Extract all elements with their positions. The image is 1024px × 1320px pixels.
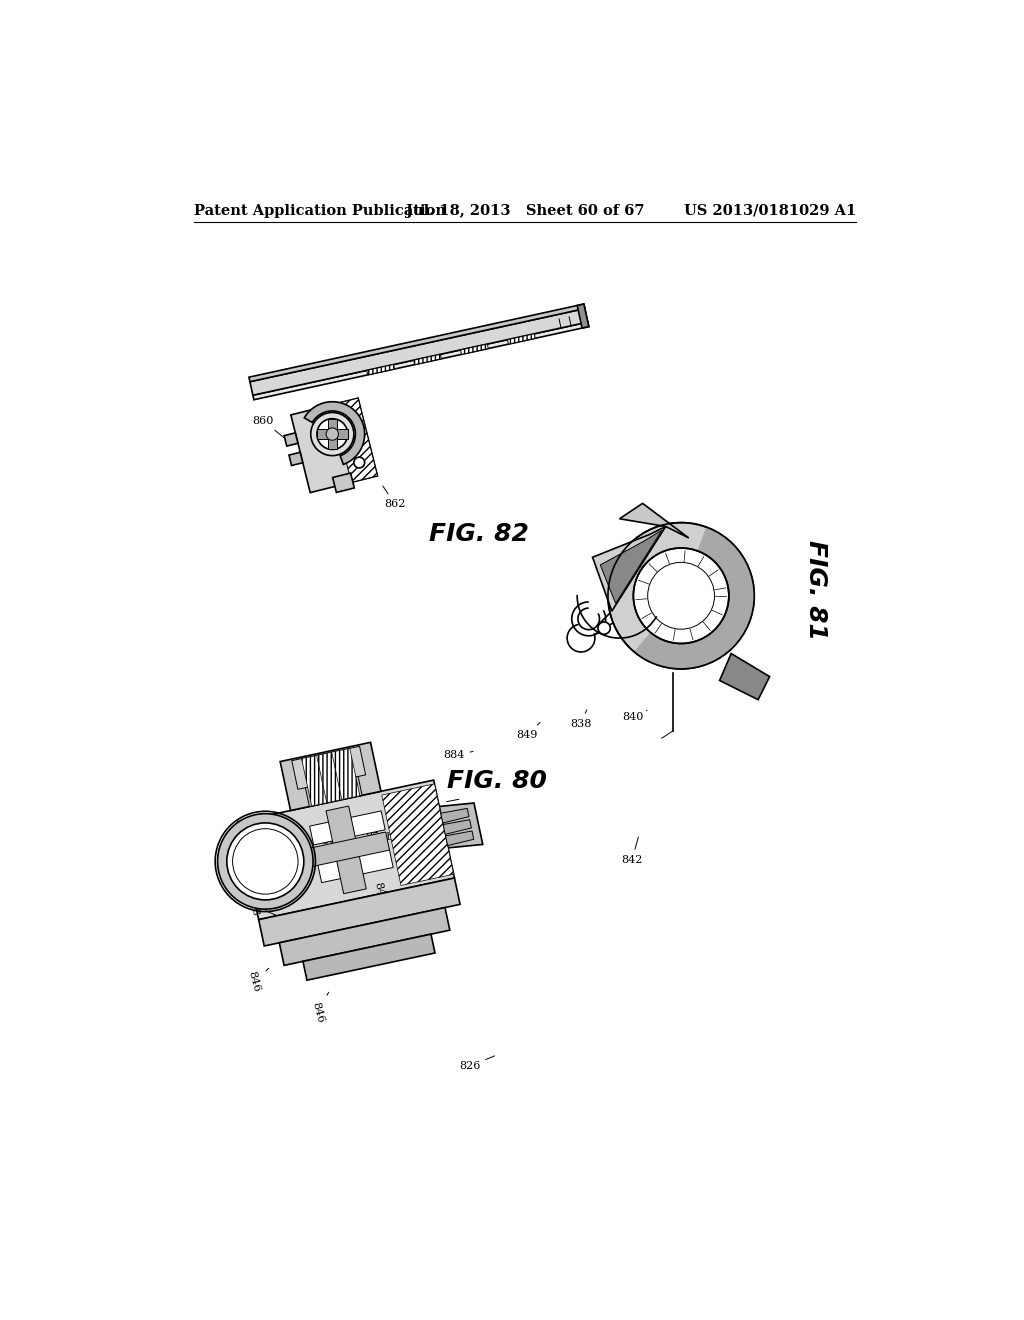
- Text: 849: 849: [516, 722, 540, 739]
- Text: Patent Application Publication: Patent Application Publication: [194, 203, 445, 218]
- Polygon shape: [250, 309, 588, 395]
- Text: 860: 860: [252, 416, 285, 438]
- Polygon shape: [328, 418, 337, 449]
- Polygon shape: [620, 503, 689, 539]
- Text: 846: 846: [310, 993, 329, 1024]
- Polygon shape: [301, 755, 330, 807]
- Polygon shape: [593, 527, 666, 611]
- Polygon shape: [281, 742, 381, 810]
- Polygon shape: [303, 832, 389, 867]
- Text: 846: 846: [246, 969, 269, 994]
- Text: US 2013/0181029 A1: US 2013/0181029 A1: [684, 203, 856, 218]
- Polygon shape: [440, 808, 469, 824]
- Text: Jul. 18, 2013   Sheet 60 of 67: Jul. 18, 2013 Sheet 60 of 67: [406, 203, 644, 218]
- Text: 848: 848: [245, 894, 282, 917]
- Polygon shape: [600, 531, 662, 603]
- Polygon shape: [326, 807, 367, 894]
- Polygon shape: [249, 304, 585, 381]
- Text: 848: 848: [366, 880, 387, 907]
- Text: 884: 884: [443, 750, 473, 760]
- Text: 853: 853: [269, 833, 295, 858]
- Circle shape: [226, 822, 304, 900]
- Polygon shape: [634, 527, 755, 669]
- Polygon shape: [332, 748, 359, 800]
- Text: 862: 862: [383, 486, 406, 510]
- Polygon shape: [578, 304, 589, 329]
- Circle shape: [608, 523, 755, 669]
- Polygon shape: [508, 334, 536, 345]
- Text: 840: 840: [623, 710, 647, 722]
- Circle shape: [316, 418, 348, 449]
- Text: 842: 842: [622, 837, 643, 865]
- Polygon shape: [284, 433, 298, 446]
- Polygon shape: [445, 832, 474, 846]
- Circle shape: [217, 813, 313, 909]
- Circle shape: [354, 457, 365, 469]
- Circle shape: [310, 412, 354, 455]
- Text: 826: 826: [459, 1056, 495, 1071]
- Text: FIG. 81: FIG. 81: [804, 540, 827, 639]
- Polygon shape: [280, 908, 450, 965]
- Polygon shape: [720, 653, 770, 700]
- Text: 843: 843: [400, 828, 422, 850]
- Circle shape: [598, 622, 610, 635]
- Polygon shape: [303, 935, 435, 981]
- Polygon shape: [253, 322, 589, 400]
- Polygon shape: [289, 453, 303, 466]
- Polygon shape: [333, 473, 354, 492]
- Circle shape: [326, 428, 339, 441]
- Polygon shape: [309, 810, 385, 845]
- Polygon shape: [439, 803, 482, 847]
- Text: 850a: 850a: [315, 837, 343, 858]
- Polygon shape: [367, 364, 394, 375]
- Text: 850b: 850b: [366, 833, 394, 855]
- Text: 838: 838: [570, 710, 592, 729]
- Polygon shape: [292, 746, 366, 789]
- Polygon shape: [382, 784, 454, 886]
- Polygon shape: [259, 878, 460, 946]
- Polygon shape: [305, 776, 362, 807]
- Text: 844: 844: [420, 800, 459, 810]
- Polygon shape: [414, 354, 441, 364]
- Circle shape: [634, 548, 729, 644]
- Text: FIG. 80: FIG. 80: [447, 768, 547, 792]
- Text: FIG. 82: FIG. 82: [429, 523, 528, 546]
- Polygon shape: [443, 820, 471, 834]
- Polygon shape: [291, 399, 378, 492]
- Polygon shape: [317, 849, 393, 883]
- Text: 844: 844: [422, 818, 460, 842]
- Polygon shape: [316, 429, 348, 438]
- Polygon shape: [316, 751, 345, 803]
- Polygon shape: [332, 399, 378, 482]
- Polygon shape: [238, 780, 455, 920]
- Polygon shape: [304, 401, 365, 465]
- Polygon shape: [461, 345, 488, 354]
